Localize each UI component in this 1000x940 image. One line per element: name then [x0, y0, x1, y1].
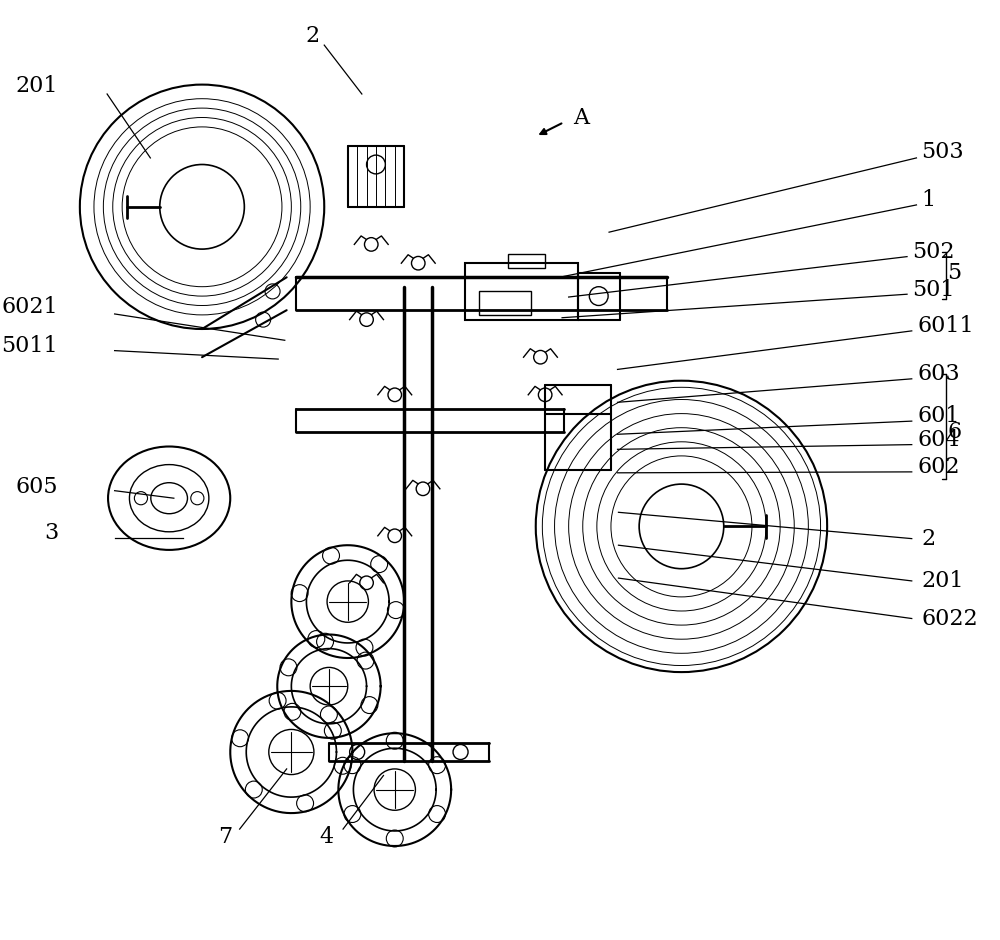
Text: 502: 502: [912, 241, 954, 263]
Bar: [508, 254, 545, 268]
Text: 503: 503: [921, 141, 964, 164]
Text: A: A: [573, 107, 589, 130]
Text: 6022: 6022: [921, 607, 978, 630]
Bar: [465, 263, 578, 320]
Text: 3: 3: [44, 522, 58, 544]
Text: 604: 604: [917, 429, 960, 451]
Text: 603: 603: [917, 363, 960, 385]
Text: 201: 201: [921, 570, 964, 592]
Text: 6021: 6021: [2, 296, 58, 319]
Text: 5: 5: [947, 261, 962, 284]
Text: 5011: 5011: [2, 335, 58, 357]
Text: 605: 605: [16, 476, 58, 498]
Text: 7: 7: [218, 825, 232, 848]
Text: 2: 2: [305, 24, 320, 47]
Text: 501: 501: [912, 278, 954, 301]
Text: 2: 2: [921, 527, 935, 550]
Text: 6: 6: [947, 421, 962, 444]
Text: 1: 1: [921, 189, 935, 212]
Text: 602: 602: [917, 456, 960, 478]
Text: 6011: 6011: [917, 315, 974, 337]
Text: 201: 201: [16, 75, 58, 98]
Bar: [479, 291, 531, 315]
Text: 601: 601: [917, 405, 960, 428]
Text: 4: 4: [320, 825, 334, 848]
